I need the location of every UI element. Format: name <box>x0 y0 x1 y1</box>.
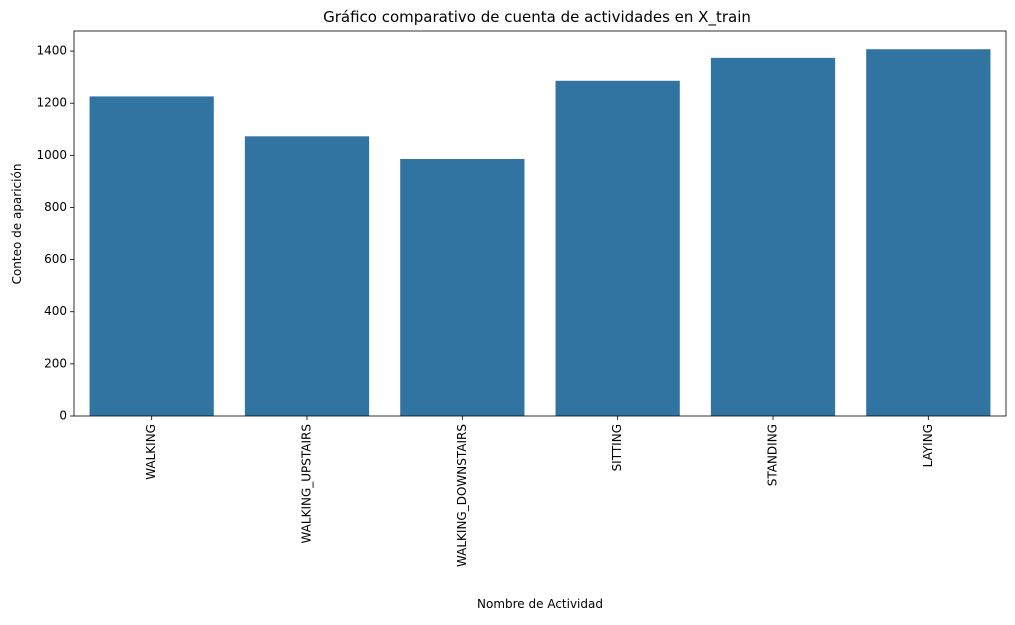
y-tick-label: 1000 <box>36 148 67 162</box>
bar-walking <box>89 96 214 416</box>
x-tick-label: WALKING <box>144 424 158 480</box>
y-axis-ticks: 0 200 400 600 800 1000 1200 1400 <box>36 44 74 423</box>
bar-laying <box>866 49 991 416</box>
x-axis-ticks: WALKING WALKING_UPSTAIRS WALKING_DOWNSTAIR… <box>144 416 935 567</box>
plot-area-frame <box>73 30 1007 417</box>
x-tick-label: WALKING_DOWNSTAIRS <box>455 424 469 567</box>
x-tick-label: STANDING <box>766 424 780 486</box>
y-tick-label: 400 <box>44 304 67 318</box>
bar-sitting <box>555 80 680 416</box>
x-axis-label: Nombre de Actividad <box>477 597 603 611</box>
y-tick-label: 800 <box>44 200 67 214</box>
bars-layer <box>89 49 991 417</box>
y-tick-label: 600 <box>44 252 67 266</box>
x-tick-label: LAYING <box>921 424 935 467</box>
y-axis-label: Conteo de aparición <box>10 164 24 285</box>
x-tick-label: WALKING_UPSTAIRS <box>300 424 314 544</box>
y-tick-label: 1400 <box>36 44 67 58</box>
y-tick-label: 0 <box>59 409 67 423</box>
y-tick-label: 200 <box>44 356 67 370</box>
y-tick-label: 1200 <box>36 96 67 110</box>
chart-title: Gráfico comparativo de cuenta de activid… <box>323 8 751 27</box>
bar-standing <box>710 57 836 417</box>
bar-walking-downstairs <box>400 158 525 416</box>
x-tick-label: SITTING <box>610 424 624 471</box>
bar-walking-upstairs <box>244 136 370 417</box>
